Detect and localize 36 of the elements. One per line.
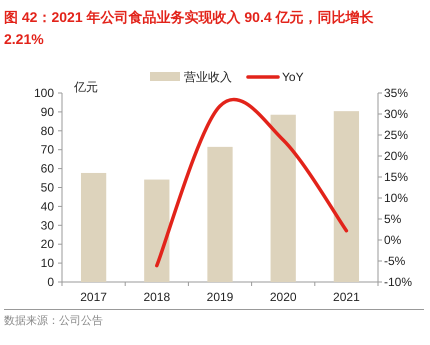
x-tick-label: 2019 — [206, 290, 234, 304]
y2-tick-label: 25% — [384, 128, 408, 142]
y-tick-label: 100 — [34, 86, 54, 100]
y-tick-label: 60 — [40, 162, 54, 176]
source-note: 数据来源：公司公告 — [4, 309, 424, 328]
legend-label: YoY — [282, 70, 304, 84]
y2-tick-label: 10% — [384, 191, 408, 205]
y-tick-label: 80 — [40, 124, 54, 138]
y2-tick-label: -5% — [384, 254, 406, 268]
y2-tick-label: 20% — [384, 149, 408, 163]
y2-tick-label: 15% — [384, 170, 408, 184]
y-tick-label: 90 — [40, 104, 54, 119]
x-tick-label: 2018 — [143, 290, 170, 304]
bar — [270, 114, 296, 282]
y2-tick-label: -10% — [384, 275, 412, 289]
bar — [334, 111, 360, 282]
y-tick-label: 0 — [47, 275, 54, 289]
x-tick-label: 2017 — [80, 290, 108, 304]
y2-tick-label: 5% — [384, 212, 402, 226]
y2-tick-label: 35% — [384, 86, 408, 100]
y-tick-label: 50 — [40, 180, 54, 194]
y-axis-title: 亿元 — [73, 80, 98, 94]
y2-tick-label: 30% — [384, 107, 408, 121]
y-tick-label: 10 — [40, 256, 54, 270]
y-tick-label: 70 — [40, 142, 54, 157]
bar — [80, 172, 106, 282]
legend-label: 营业收入 — [184, 70, 232, 84]
y-tick-label: 30 — [40, 218, 54, 232]
y-tick-label: 40 — [40, 199, 54, 214]
y2-tick-label: 0% — [384, 233, 402, 247]
bar — [207, 146, 233, 282]
bar — [144, 180, 170, 282]
chart-title: 图 42：2021 年公司食品业务实现收入 90.4 亿元，同比增长 2.21% — [4, 8, 375, 49]
x-tick-label: 2020 — [270, 290, 297, 304]
y-tick-label: 20 — [40, 237, 54, 252]
x-tick-label: 2021 — [333, 290, 360, 304]
